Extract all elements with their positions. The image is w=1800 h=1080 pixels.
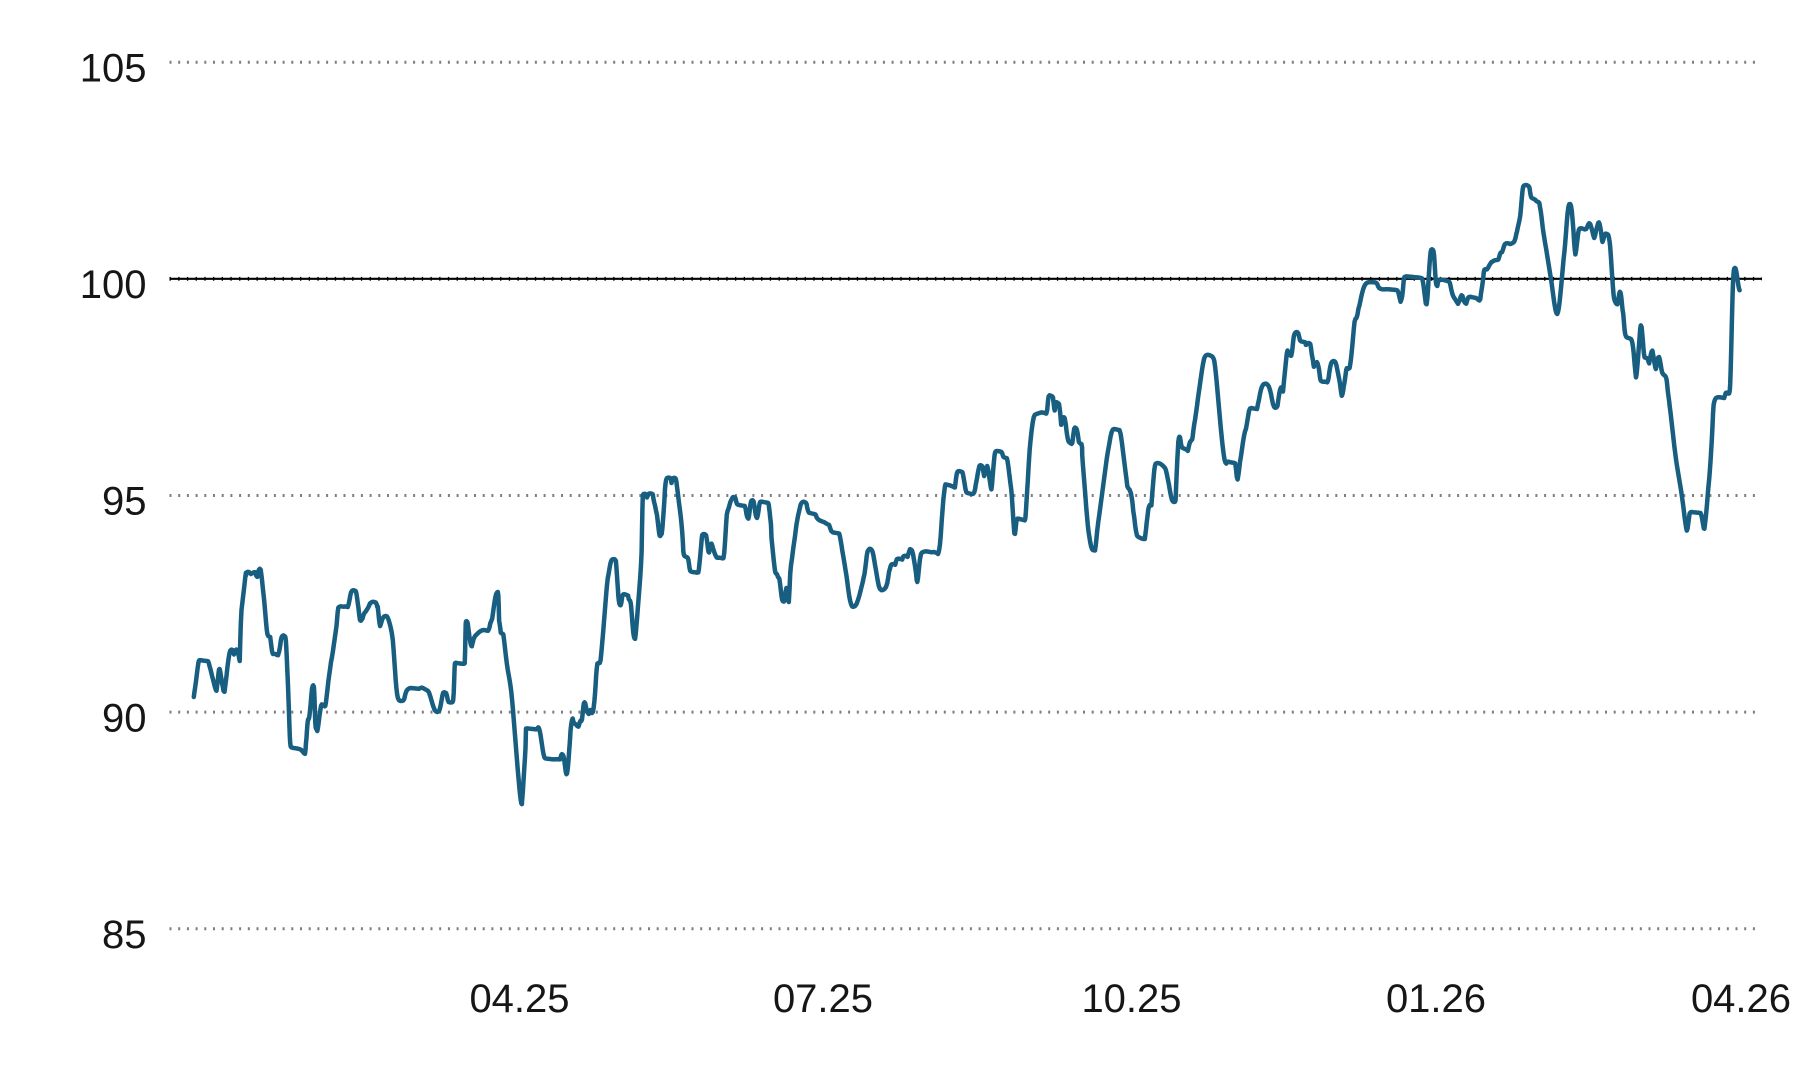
svg-text:01.26: 01.26 bbox=[1386, 977, 1486, 1021]
svg-text:95: 95 bbox=[102, 480, 147, 524]
svg-text:10.25: 10.25 bbox=[1081, 977, 1181, 1021]
svg-text:100: 100 bbox=[80, 263, 147, 307]
svg-text:85: 85 bbox=[102, 913, 147, 957]
svg-text:04.26: 04.26 bbox=[1691, 977, 1791, 1021]
svg-text:105: 105 bbox=[80, 46, 147, 90]
svg-text:04.25: 04.25 bbox=[469, 977, 569, 1021]
svg-text:90: 90 bbox=[102, 696, 147, 740]
svg-text:07.25: 07.25 bbox=[773, 977, 873, 1021]
